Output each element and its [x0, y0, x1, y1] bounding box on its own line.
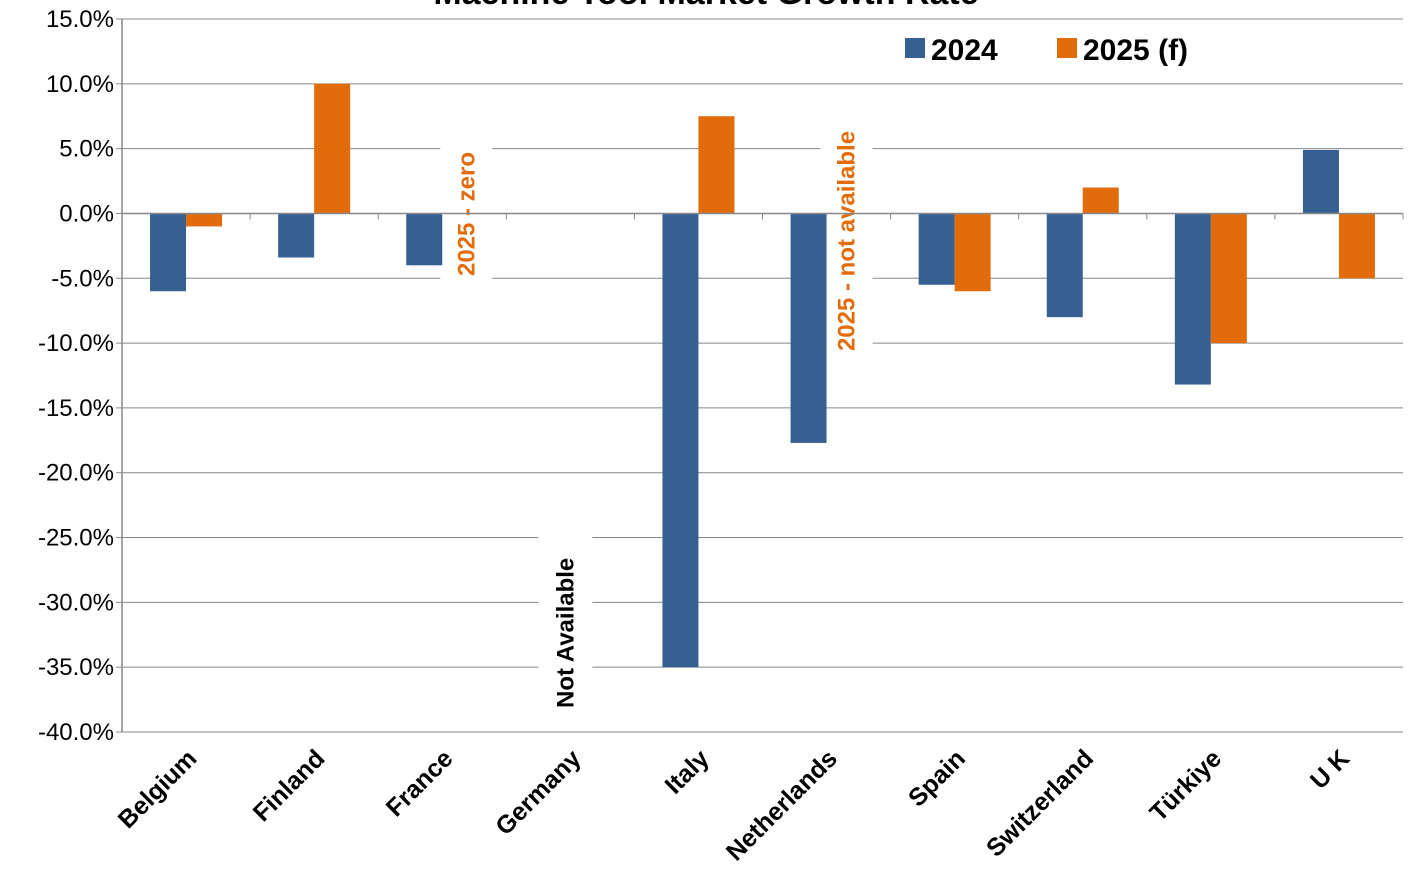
x-category-label: Belgium	[113, 744, 203, 834]
x-category-label: Switzerland	[981, 744, 1099, 862]
x-axis-labels: Belgium Finland France Germany Italy Netherla…	[113, 744, 1355, 866]
axes	[121, 19, 1404, 732]
bar	[698, 116, 735, 214]
annotation: Not Available	[538, 517, 593, 714]
annotation-background	[538, 517, 593, 714]
bar	[790, 213, 827, 443]
y-tick-label: -10.0%	[38, 330, 114, 357]
legend-item: 2025 (f)	[1057, 34, 1188, 67]
legend-label: 2024	[931, 34, 998, 67]
y-axis-ticks: 15.0% 10.0% 5.0% 0.0% -5.0% -10.0% -15.0% -20.0…	[38, 6, 114, 746]
bar	[1082, 187, 1119, 214]
y-tick-label: 10.0%	[46, 71, 114, 98]
bar	[954, 213, 991, 292]
legend-swatch	[905, 38, 925, 58]
y-tick-label: -20.0%	[38, 460, 114, 487]
x-category-label: Netherlands	[721, 744, 843, 866]
bar	[918, 213, 955, 285]
bar	[406, 213, 443, 266]
annotation: 2025 - not available	[820, 93, 873, 389]
bar	[662, 213, 699, 668]
y-tick-label: -25.0%	[38, 525, 114, 552]
legend-swatch	[1057, 38, 1077, 58]
y-tick-label: -30.0%	[38, 589, 114, 616]
y-tick-label: -15.0%	[38, 395, 114, 422]
bar	[1210, 213, 1247, 344]
x-category-label: Türkiye	[1144, 744, 1227, 827]
bars	[150, 83, 1375, 668]
y-tick-label: -5.0%	[51, 265, 114, 292]
y-tick-label: 0.0%	[59, 200, 114, 227]
bar	[1338, 213, 1375, 279]
y-tick-label: -35.0%	[38, 654, 114, 681]
bar	[150, 213, 187, 292]
x-category-label: Italy	[660, 744, 715, 799]
annotation-text: Not Available	[552, 558, 579, 708]
x-category-label: Spain	[903, 744, 971, 812]
bar	[278, 213, 315, 258]
chart-title: Machine Tool Market Growth Rate	[433, 0, 978, 12]
y-tick-label: 5.0%	[59, 136, 114, 163]
legend: 2024 2025 (f)	[905, 34, 1188, 67]
bar	[314, 83, 351, 214]
y-tick-label: 15.0%	[46, 6, 114, 33]
legend-label: 2025 (f)	[1083, 34, 1188, 67]
x-category-label: Finland	[248, 744, 331, 827]
bar	[1174, 213, 1211, 385]
bar	[186, 213, 223, 227]
legend-item: 2024	[905, 34, 998, 67]
bar	[1046, 213, 1083, 318]
bar	[1302, 149, 1339, 214]
annotation-text: 2025 - not available	[834, 131, 861, 351]
x-category-label: France	[381, 744, 459, 822]
x-category-label: Germany	[490, 744, 587, 841]
x-category-label: U K	[1305, 744, 1355, 794]
y-tick-label: -40.0%	[38, 719, 114, 746]
annotation-background	[820, 93, 873, 389]
